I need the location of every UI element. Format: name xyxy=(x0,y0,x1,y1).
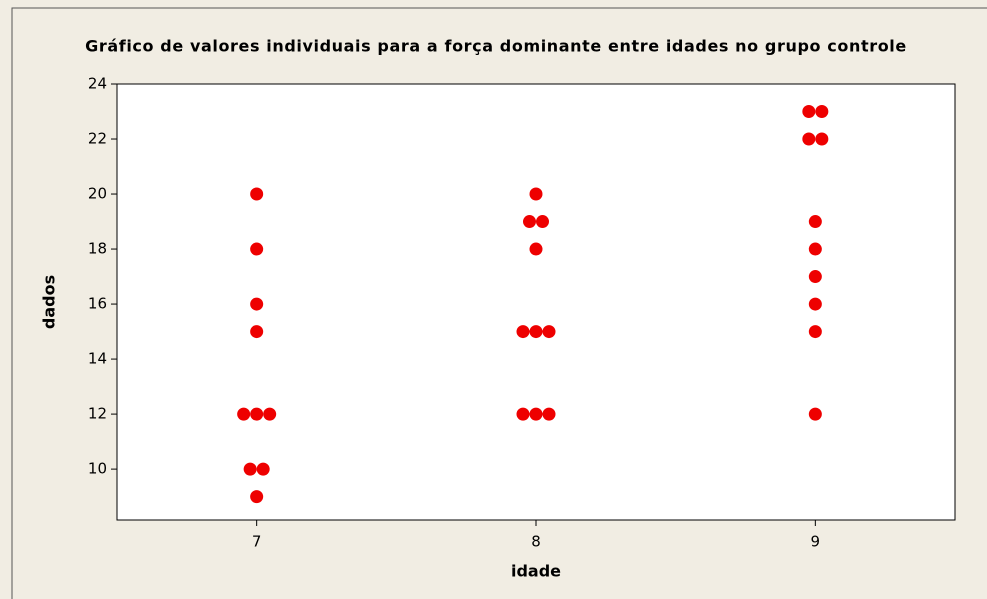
point xyxy=(263,407,277,421)
point xyxy=(529,325,543,339)
x-axis-label: idade xyxy=(511,562,561,581)
point xyxy=(250,490,264,504)
y-tick-label: 20 xyxy=(88,185,107,203)
point xyxy=(802,132,816,146)
point xyxy=(815,132,829,146)
point xyxy=(516,325,530,339)
point xyxy=(237,407,251,421)
x-tick-label: 9 xyxy=(811,533,821,551)
x-tick-label: 7 xyxy=(252,533,262,551)
y-tick-label: 16 xyxy=(88,295,107,313)
y-tick-label: 22 xyxy=(88,130,107,148)
point xyxy=(808,215,822,229)
point xyxy=(250,187,264,201)
point xyxy=(529,187,543,201)
y-axis-label: dados xyxy=(40,275,59,329)
chart-title: Gráfico de valores individuais para a fo… xyxy=(85,37,907,56)
point xyxy=(250,407,264,421)
y-tick-label: 18 xyxy=(88,240,107,258)
point xyxy=(808,325,822,339)
point xyxy=(256,462,270,476)
point xyxy=(250,242,264,256)
point xyxy=(250,325,264,339)
point xyxy=(516,407,530,421)
y-tick-label: 24 xyxy=(88,75,107,93)
point xyxy=(529,407,543,421)
point xyxy=(523,215,536,229)
point xyxy=(536,215,549,229)
point xyxy=(802,105,816,119)
plot-area xyxy=(116,83,956,521)
point xyxy=(808,242,822,256)
point xyxy=(250,297,264,311)
point xyxy=(243,462,257,476)
x-tick-label: 8 xyxy=(531,533,541,551)
point xyxy=(808,270,822,284)
point xyxy=(542,325,556,339)
y-tick-label: 12 xyxy=(88,405,107,423)
y-tick-label: 14 xyxy=(88,350,107,368)
point xyxy=(808,297,822,311)
point xyxy=(542,407,556,421)
frame xyxy=(11,7,987,599)
point xyxy=(815,105,829,119)
point xyxy=(808,407,822,421)
point xyxy=(529,242,543,256)
y-tick-label: 10 xyxy=(88,460,107,478)
